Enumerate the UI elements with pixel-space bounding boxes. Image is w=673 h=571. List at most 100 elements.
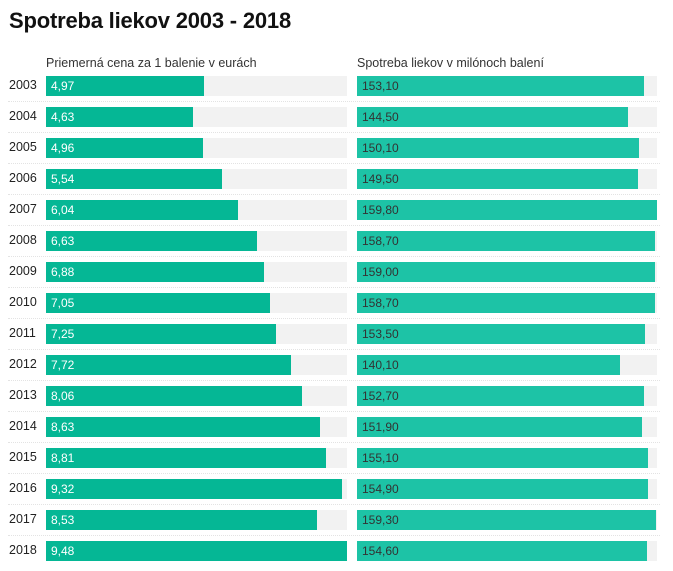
price-value-label: 8,06	[51, 389, 75, 403]
consumption-bar-track: 153,50	[357, 324, 657, 344]
consumption-bar-track: 144,50	[357, 107, 657, 127]
chart-row: 2007 6,04 159,80	[0, 198, 673, 229]
consumption-bar	[357, 200, 657, 220]
consumption-bar	[357, 448, 648, 468]
consumption-bar	[357, 169, 638, 189]
price-bar-track: 6,88	[46, 262, 347, 282]
consumption-bar-track: 155,10	[357, 448, 657, 468]
price-bar-track: 7,05	[46, 293, 347, 313]
price-value-label: 4,97	[51, 79, 75, 93]
consumption-value-label: 154,90	[362, 482, 399, 496]
consumption-bar-track: 150,10	[357, 138, 657, 158]
price-bar	[46, 231, 257, 251]
price-bar	[46, 541, 347, 561]
price-value-label: 7,25	[51, 327, 75, 341]
consumption-value-label: 151,90	[362, 420, 399, 434]
year-label: 2006	[9, 171, 37, 185]
consumption-bar-track: 152,70	[357, 386, 657, 406]
chart-row: 2005 4,96 150,10	[0, 136, 673, 167]
consumption-bar-track: 158,70	[357, 231, 657, 251]
price-value-label: 6,88	[51, 265, 75, 279]
consumption-value-label: 149,50	[362, 172, 399, 186]
row-divider	[8, 194, 660, 195]
chart-row: 2009 6,88 159,00	[0, 260, 673, 291]
consumption-bar	[357, 107, 628, 127]
row-divider	[8, 318, 660, 319]
consumption-value-label: 158,70	[362, 234, 399, 248]
year-label: 2005	[9, 140, 37, 154]
price-value-label: 8,63	[51, 420, 75, 434]
price-value-label: 5,54	[51, 172, 75, 186]
consumption-bar-track: 159,80	[357, 200, 657, 220]
consumption-bar-track: 154,60	[357, 541, 657, 561]
consumption-bar-track: 158,70	[357, 293, 657, 313]
price-bar	[46, 417, 320, 437]
consumption-bar	[357, 231, 655, 251]
price-value-label: 4,63	[51, 110, 75, 124]
consumption-bar	[357, 355, 620, 375]
year-label: 2008	[9, 233, 37, 247]
year-label: 2015	[9, 450, 37, 464]
price-bar	[46, 386, 302, 406]
consumption-bar	[357, 510, 656, 530]
consumption-bar	[357, 293, 655, 313]
chart-row: 2018 9,48 154,60	[0, 539, 673, 570]
row-divider	[8, 504, 660, 505]
price-bar	[46, 293, 270, 313]
consumption-value-label: 159,30	[362, 513, 399, 527]
price-bar	[46, 138, 203, 158]
consumption-column-header: Spotreba liekov v milónoch balení	[357, 56, 544, 70]
price-value-label: 7,72	[51, 358, 75, 372]
price-value-label: 6,63	[51, 234, 75, 248]
chart-row: 2003 4,97 153,10	[0, 74, 673, 105]
price-bar	[46, 324, 276, 344]
year-label: 2009	[9, 264, 37, 278]
year-label: 2004	[9, 109, 37, 123]
consumption-bar	[357, 386, 644, 406]
consumption-value-label: 153,10	[362, 79, 399, 93]
consumption-bar-track: 159,00	[357, 262, 657, 282]
chart-row: 2011 7,25 153,50	[0, 322, 673, 353]
year-label: 2014	[9, 419, 37, 433]
chart-row: 2010 7,05 158,70	[0, 291, 673, 322]
price-bar-track: 8,53	[46, 510, 347, 530]
price-bar	[46, 200, 238, 220]
year-label: 2013	[9, 388, 37, 402]
consumption-bar-track: 151,90	[357, 417, 657, 437]
price-bar-track: 6,04	[46, 200, 347, 220]
row-divider	[8, 163, 660, 164]
consumption-value-label: 153,50	[362, 327, 399, 341]
consumption-value-label: 140,10	[362, 358, 399, 372]
price-bar	[46, 107, 193, 127]
price-value-label: 9,48	[51, 544, 75, 558]
year-label: 2007	[9, 202, 37, 216]
chart-row: 2015 8,81 155,10	[0, 446, 673, 477]
year-label: 2010	[9, 295, 37, 309]
price-bar-track: 4,96	[46, 138, 347, 158]
price-bar-track: 8,81	[46, 448, 347, 468]
row-divider	[8, 101, 660, 102]
chart-row: 2004 4,63 144,50	[0, 105, 673, 136]
price-bar	[46, 355, 291, 375]
chart-title: Spotreba liekov 2003 - 2018	[9, 8, 291, 33]
row-divider	[8, 132, 660, 133]
row-divider	[8, 473, 660, 474]
row-divider	[8, 411, 660, 412]
price-bar-track: 8,06	[46, 386, 347, 406]
price-bar-track: 4,97	[46, 76, 347, 96]
consumption-bar-track: 154,90	[357, 479, 657, 499]
consumption-bar	[357, 324, 645, 344]
consumption-value-label: 155,10	[362, 451, 399, 465]
price-value-label: 8,53	[51, 513, 75, 527]
price-value-label: 7,05	[51, 296, 75, 310]
consumption-value-label: 154,60	[362, 544, 399, 558]
chart-row: 2008 6,63 158,70	[0, 229, 673, 260]
price-bar	[46, 448, 326, 468]
price-bar-track: 7,25	[46, 324, 347, 344]
consumption-bar	[357, 138, 639, 158]
chart-row: 2017 8,53 159,30	[0, 508, 673, 539]
year-label: 2003	[9, 78, 37, 92]
consumption-bar-track: 149,50	[357, 169, 657, 189]
price-column-header: Priemerná cena za 1 balenie v eurách	[46, 56, 257, 70]
